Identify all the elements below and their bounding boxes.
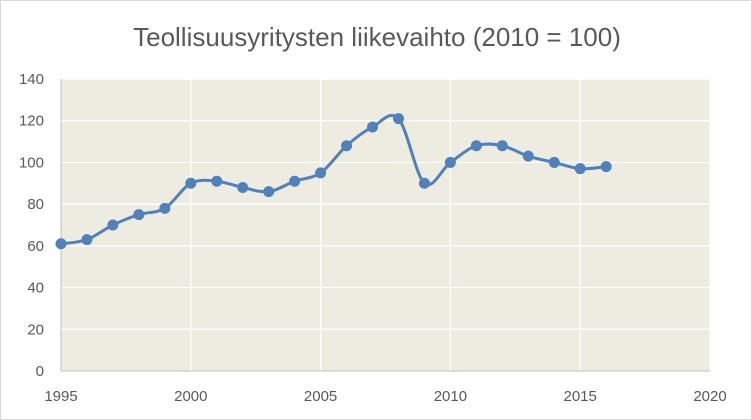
y-tick-label: 20 — [27, 321, 44, 338]
x-tick-label: 2015 — [564, 388, 597, 405]
data-point — [367, 121, 379, 133]
y-tick-label: 40 — [27, 280, 44, 297]
data-point — [548, 156, 560, 168]
y-tick-label: 120 — [19, 113, 44, 130]
data-point — [418, 177, 430, 189]
data-point — [133, 209, 145, 221]
x-tick-label: 2010 — [434, 388, 467, 405]
plot-area — [61, 79, 710, 371]
series-layer — [55, 113, 612, 250]
data-point — [81, 234, 93, 246]
data-point — [444, 156, 456, 168]
axis-layer — [60, 79, 710, 372]
data-point — [263, 186, 275, 198]
y-tick-label: 60 — [27, 238, 44, 255]
y-tick-label: 80 — [27, 196, 44, 213]
y-tick-label: 0 — [36, 363, 44, 380]
x-tick-label: 2000 — [174, 388, 207, 405]
series-line — [60, 113, 607, 246]
x-tick-label: 2005 — [304, 388, 337, 405]
data-point — [315, 167, 327, 179]
data-point — [392, 113, 404, 125]
data-point — [55, 238, 67, 250]
chart-title: Teollisuusyritysten liikevaihto (2010 = … — [133, 22, 621, 52]
data-point — [600, 161, 612, 173]
data-point — [470, 140, 482, 152]
data-point — [574, 163, 586, 175]
data-point — [341, 140, 353, 152]
y-tick-label: 140 — [19, 71, 44, 88]
y-tick-label: 100 — [19, 154, 44, 171]
data-point — [496, 140, 508, 152]
data-point — [185, 177, 197, 189]
data-point — [237, 181, 249, 193]
data-point — [107, 219, 119, 231]
data-point — [289, 175, 301, 187]
x-tick-label: 2020 — [693, 388, 726, 405]
data-point — [522, 150, 534, 162]
data-point — [159, 202, 171, 214]
tick-label-layer: 0 20 40 60 80 100 120 140 1995 2000 2005 2010 2015 20… — [19, 71, 727, 405]
data-point — [211, 175, 223, 187]
x-tick-label: 1995 — [44, 388, 77, 405]
